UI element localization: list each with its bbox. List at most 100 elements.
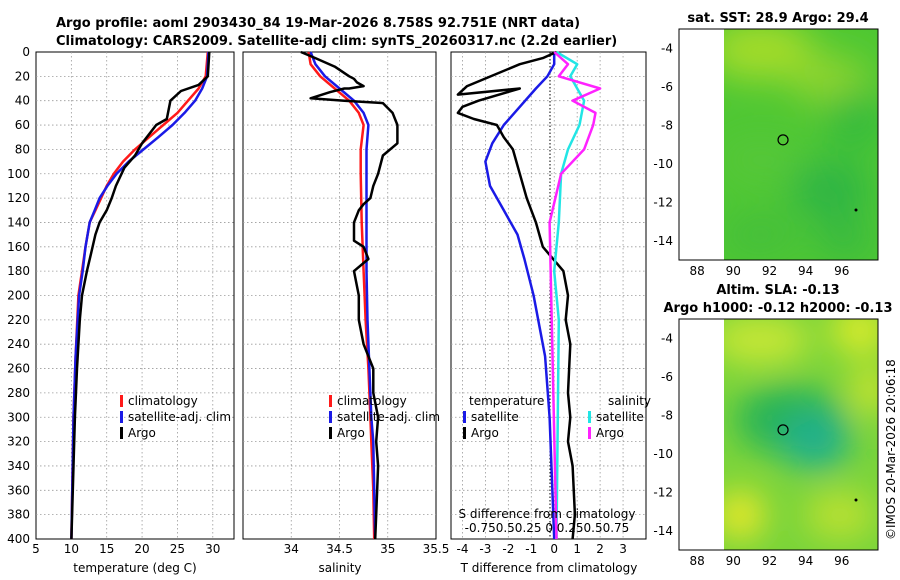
- temperature-profiles: [70, 51, 211, 540]
- x-tick-label: 35: [380, 542, 395, 556]
- difference-profiles: [456, 50, 602, 540]
- legend-temperature-title: temperature: [469, 394, 544, 408]
- difference-xlabel: T difference from climatology: [460, 561, 638, 575]
- figure-title-line1: Argo profile: aoml 2903430_84 19-Mar-202…: [56, 16, 580, 31]
- diff-legend-swatch-t-argo: [463, 427, 466, 439]
- difference-tick-labels: -4 -3 -2 -1 0 1 2 3: [456, 542, 626, 556]
- legend-argo: Argo: [128, 426, 156, 440]
- sst-argo-location-marker: [777, 134, 789, 146]
- y-tick-label: 340: [7, 459, 30, 473]
- x-tick-label: -2: [502, 542, 514, 556]
- x-tick-label: -3: [479, 542, 491, 556]
- x-tick-label: 1: [573, 542, 581, 556]
- map-x-tick: 94: [798, 264, 813, 278]
- map-x-tick: 92: [762, 264, 777, 278]
- sst-tick-labels: 88 90 92 94 96 -4 -6 -8 -10 -12 -14: [653, 41, 849, 278]
- map-y-tick: -12: [653, 195, 673, 209]
- y-tick-label: 220: [7, 313, 30, 327]
- sla-tick-labels: 88 90 92 94 96 -4 -6 -8 -10 -12 -14: [653, 331, 849, 568]
- map-x-tick: 96: [834, 264, 849, 278]
- sal-legend-satellite: satellite-adj. clim: [337, 410, 440, 424]
- series-s-argo: [548, 51, 602, 540]
- map-x-tick: 96: [834, 554, 849, 568]
- depth-tick-labels: 0 20 40 60 80 100 120 140 160 180 200 220 240 260 280 3…: [7, 45, 30, 546]
- map-y-tick: -8: [661, 118, 673, 132]
- imos-credit: ©IMOS 20-Mar-2026 20:06:18: [884, 359, 898, 540]
- map-x-tick: 90: [726, 554, 741, 568]
- legend-swatch-satellite: [120, 411, 123, 423]
- sal-legend-swatch-climatology: [329, 395, 332, 407]
- salinity-tick-labels: 34 34.5 35 35.5: [284, 542, 450, 556]
- sst-float-dot: [854, 208, 858, 212]
- map-y-tick: -14: [653, 524, 673, 538]
- y-tick-label: 100: [7, 167, 30, 181]
- series-argo: [70, 51, 211, 540]
- map-x-tick: 92: [762, 554, 777, 568]
- legend-swatch-climatology: [120, 395, 123, 407]
- diff-legend-s-argo: Argo: [596, 426, 624, 440]
- y-tick-label: 240: [7, 337, 30, 351]
- map-x-tick: 88: [689, 554, 704, 568]
- salinity-gridlines: [243, 52, 436, 539]
- map-y-tick: -6: [661, 80, 673, 94]
- series-satellite-adj-clim: [70, 51, 210, 540]
- series-t-argo: [456, 50, 577, 540]
- map-y-tick: -4: [661, 41, 673, 55]
- s-difference-ticks: -0.750.50.25 0 0.250.50.75: [465, 521, 630, 535]
- map-x-tick: 94: [798, 554, 813, 568]
- legend-swatch-argo: [120, 427, 123, 439]
- map-x-tick: 88: [689, 264, 704, 278]
- x-tick-label: 10: [64, 542, 79, 556]
- series-argo: [300, 50, 399, 540]
- sal-legend-argo: Argo: [337, 426, 365, 440]
- series-s-satellite: [552, 50, 586, 540]
- map-y-tick: -6: [661, 370, 673, 384]
- x-tick-label: 34: [284, 542, 299, 556]
- diff-legend-t-satellite: satellite: [471, 410, 519, 424]
- salinity-profiles: [300, 50, 399, 540]
- sst-map-panel: sat. SST: 28.9 Argo: 29.4 88 90 92 94 96 -4 -6…: [653, 11, 879, 278]
- temperature-tick-labels: 5 10 15 20 25 30: [32, 542, 220, 556]
- y-tick-label: 280: [7, 386, 30, 400]
- sst-field: [724, 29, 878, 260]
- x-tick-label: 5: [32, 542, 40, 556]
- sla-argo-location-marker: [777, 424, 789, 436]
- temperature-xlabel: temperature (deg C): [73, 561, 196, 575]
- x-tick-label: -4: [456, 542, 468, 556]
- y-tick-label: 360: [7, 483, 30, 497]
- sla-map-panel: Altim. SLA: -0.13 Argo h1000: -0.12 h200…: [653, 283, 892, 568]
- y-tick-label: 60: [15, 118, 30, 132]
- sla-float-dot: [854, 498, 858, 502]
- map-y-tick: -12: [653, 485, 673, 499]
- sla-map-title-line1: Altim. SLA: -0.13: [716, 283, 839, 298]
- x-tick-label: 2: [596, 542, 604, 556]
- y-tick-label: 0: [22, 45, 30, 59]
- x-tick-label: 25: [170, 542, 185, 556]
- x-tick-label: 30: [205, 542, 220, 556]
- map-y-tick: -4: [661, 331, 673, 345]
- sst-map-title: sat. SST: 28.9 Argo: 29.4: [687, 11, 868, 26]
- y-tick-label: 260: [7, 362, 30, 376]
- y-tick-label: 320: [7, 435, 30, 449]
- x-tick-label: 34.5: [326, 542, 353, 556]
- difference-gridlines: [451, 52, 646, 539]
- salinity-panel: 34 34.5 35 35.5 salinity climatology satell…: [242, 50, 450, 575]
- x-tick-label: -1: [525, 542, 537, 556]
- s-difference-label: S difference from climatology: [459, 507, 636, 521]
- y-tick-label: 160: [7, 240, 30, 254]
- legend-climatology: climatology: [128, 394, 198, 408]
- y-tick-label: 40: [15, 94, 30, 108]
- sal-legend-swatch-argo: [329, 427, 332, 439]
- y-tick-label: 120: [7, 191, 30, 205]
- x-tick-label: 3: [619, 542, 627, 556]
- x-tick-label: 15: [99, 542, 114, 556]
- diff-legend-swatch-t-satellite: [463, 411, 466, 423]
- x-tick-label: 0: [550, 542, 558, 556]
- map-y-tick: -10: [653, 447, 673, 461]
- diff-legend-swatch-s-satellite: [588, 411, 591, 423]
- map-y-tick: -10: [653, 157, 673, 171]
- map-y-tick: -8: [661, 408, 673, 422]
- diff-legend-swatch-s-argo: [588, 427, 591, 439]
- x-tick-label: 35.5: [423, 542, 450, 556]
